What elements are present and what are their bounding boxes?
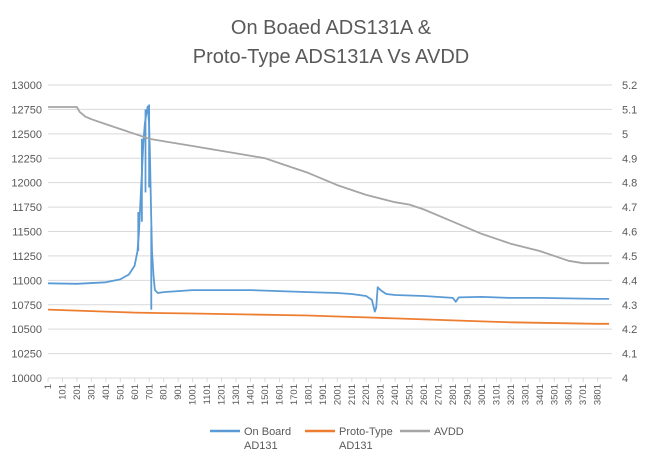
y-right-tick-label: 4.9	[622, 153, 637, 165]
legend-label-0: On Board	[244, 426, 291, 438]
legend-label-0: AD131	[244, 440, 278, 452]
x-tick-label: 1301	[231, 384, 242, 405]
x-tick-label: 1601	[274, 384, 285, 405]
x-tick-label: 2201	[361, 384, 372, 405]
legend: On Board AD131 Proto-Type AD131 AVDD	[210, 426, 464, 452]
x-tick-label: 1501	[260, 384, 271, 405]
y-right-tick-label: 4.4	[622, 275, 637, 287]
x-tick-label: 3801	[593, 384, 604, 405]
y-left-tick-label: 10500	[11, 324, 42, 336]
x-tick-label: 3201	[506, 384, 517, 405]
legend-label-2: AVDD	[434, 426, 464, 438]
y-right-tick-label: 4.7	[622, 202, 637, 214]
x-tick-label: 1	[43, 384, 54, 389]
y-right-tick-label: 4.8	[622, 178, 637, 190]
x-tick-label: 301	[86, 384, 97, 400]
y-right-tick-label: 4	[622, 373, 628, 385]
y-left-tick-label: 11250	[12, 251, 42, 263]
x-tick-label: 701	[144, 384, 155, 400]
gridlines	[48, 84, 612, 379]
chart-title-line-1: On Boaed ADS131A &	[231, 17, 432, 39]
x-tick-label: 101	[57, 384, 68, 400]
chart-title-line-2: Proto-Type ADS131A Vs AVDD	[193, 46, 469, 68]
x-axis-ticks: 1 101 201 301 401 501 601 701 801 901 1001 1101 1201…	[43, 378, 604, 405]
x-tick-label: 1701	[289, 384, 300, 405]
y-left-tick-label: 11500	[12, 227, 42, 239]
y-left-tick-label: 13000	[11, 80, 42, 92]
x-tick-label: 1401	[246, 384, 257, 405]
x-tick-label: 2401	[390, 384, 401, 405]
x-tick-label: 2301	[376, 384, 387, 405]
x-tick-label: 2501	[405, 384, 416, 405]
x-tick-label: 401	[101, 384, 112, 400]
y-left-tick-label: 12000	[11, 178, 42, 190]
x-tick-label: 1101	[202, 384, 213, 404]
x-tick-label: 2901	[462, 384, 473, 405]
y-left-tick-label: 11000	[12, 275, 42, 287]
series-line-2	[48, 106, 610, 265]
y-right-tick-label: 4.2	[622, 324, 637, 336]
x-tick-label: 201	[72, 384, 83, 400]
legend-label-1: AD131	[339, 440, 373, 452]
x-tick-label: 601	[130, 384, 141, 400]
x-tick-label: 3501	[549, 384, 560, 405]
y-axis-right-ticks: 4 4.1 4.2 4.3 4.4 4.5 4.6 4.7 4.8 4.9 5 5.1 5.2	[622, 80, 637, 385]
x-tick-label: 1201	[217, 384, 228, 405]
y-axis-left-ticks: 10000 10250 10500 10750 11000 11250 11500 11750…	[11, 80, 42, 385]
x-tick-label: 3101	[491, 384, 502, 405]
x-tick-label: 1001	[188, 384, 199, 405]
x-tick-label: 901	[173, 384, 184, 400]
x-tick-label: 3001	[477, 384, 488, 405]
x-tick-label: 2801	[448, 384, 459, 405]
y-left-tick-label: 10000	[11, 373, 42, 385]
legend-label-1: Proto-Type	[339, 426, 393, 438]
series-line-0	[47, 105, 610, 313]
y-left-tick-label: 10750	[11, 300, 42, 312]
x-tick-label: 2001	[332, 384, 343, 405]
y-right-tick-label: 5.1	[622, 104, 637, 116]
y-right-tick-label: 4.5	[622, 251, 637, 263]
x-tick-label: 3701	[578, 384, 589, 405]
x-tick-label: 1801	[303, 384, 314, 405]
y-right-tick-label: 5.2	[622, 80, 637, 92]
x-tick-label: 2701	[434, 384, 445, 405]
y-right-tick-label: 4.3	[622, 300, 637, 312]
y-left-tick-label: 12750	[11, 104, 42, 116]
x-tick-label: 3301	[520, 384, 531, 405]
x-tick-label: 1901	[318, 384, 329, 405]
y-right-tick-label: 4.6	[622, 227, 637, 239]
series-lines	[47, 104, 610, 325]
x-tick-label: 501	[115, 384, 126, 400]
y-left-tick-label: 10250	[11, 349, 42, 361]
y-left-tick-label: 12500	[11, 129, 42, 141]
x-tick-label: 801	[159, 384, 170, 400]
y-left-tick-label: 12250	[11, 153, 42, 165]
x-tick-label: 2101	[347, 384, 358, 405]
y-left-tick-label: 11750	[12, 202, 42, 214]
x-tick-label: 2601	[419, 384, 430, 405]
x-tick-label: 3601	[564, 384, 575, 405]
y-right-tick-label: 5	[622, 129, 628, 141]
x-tick-label: 3401	[535, 384, 546, 405]
y-right-tick-label: 4.1	[622, 349, 637, 361]
series-line-1	[47, 308, 610, 325]
